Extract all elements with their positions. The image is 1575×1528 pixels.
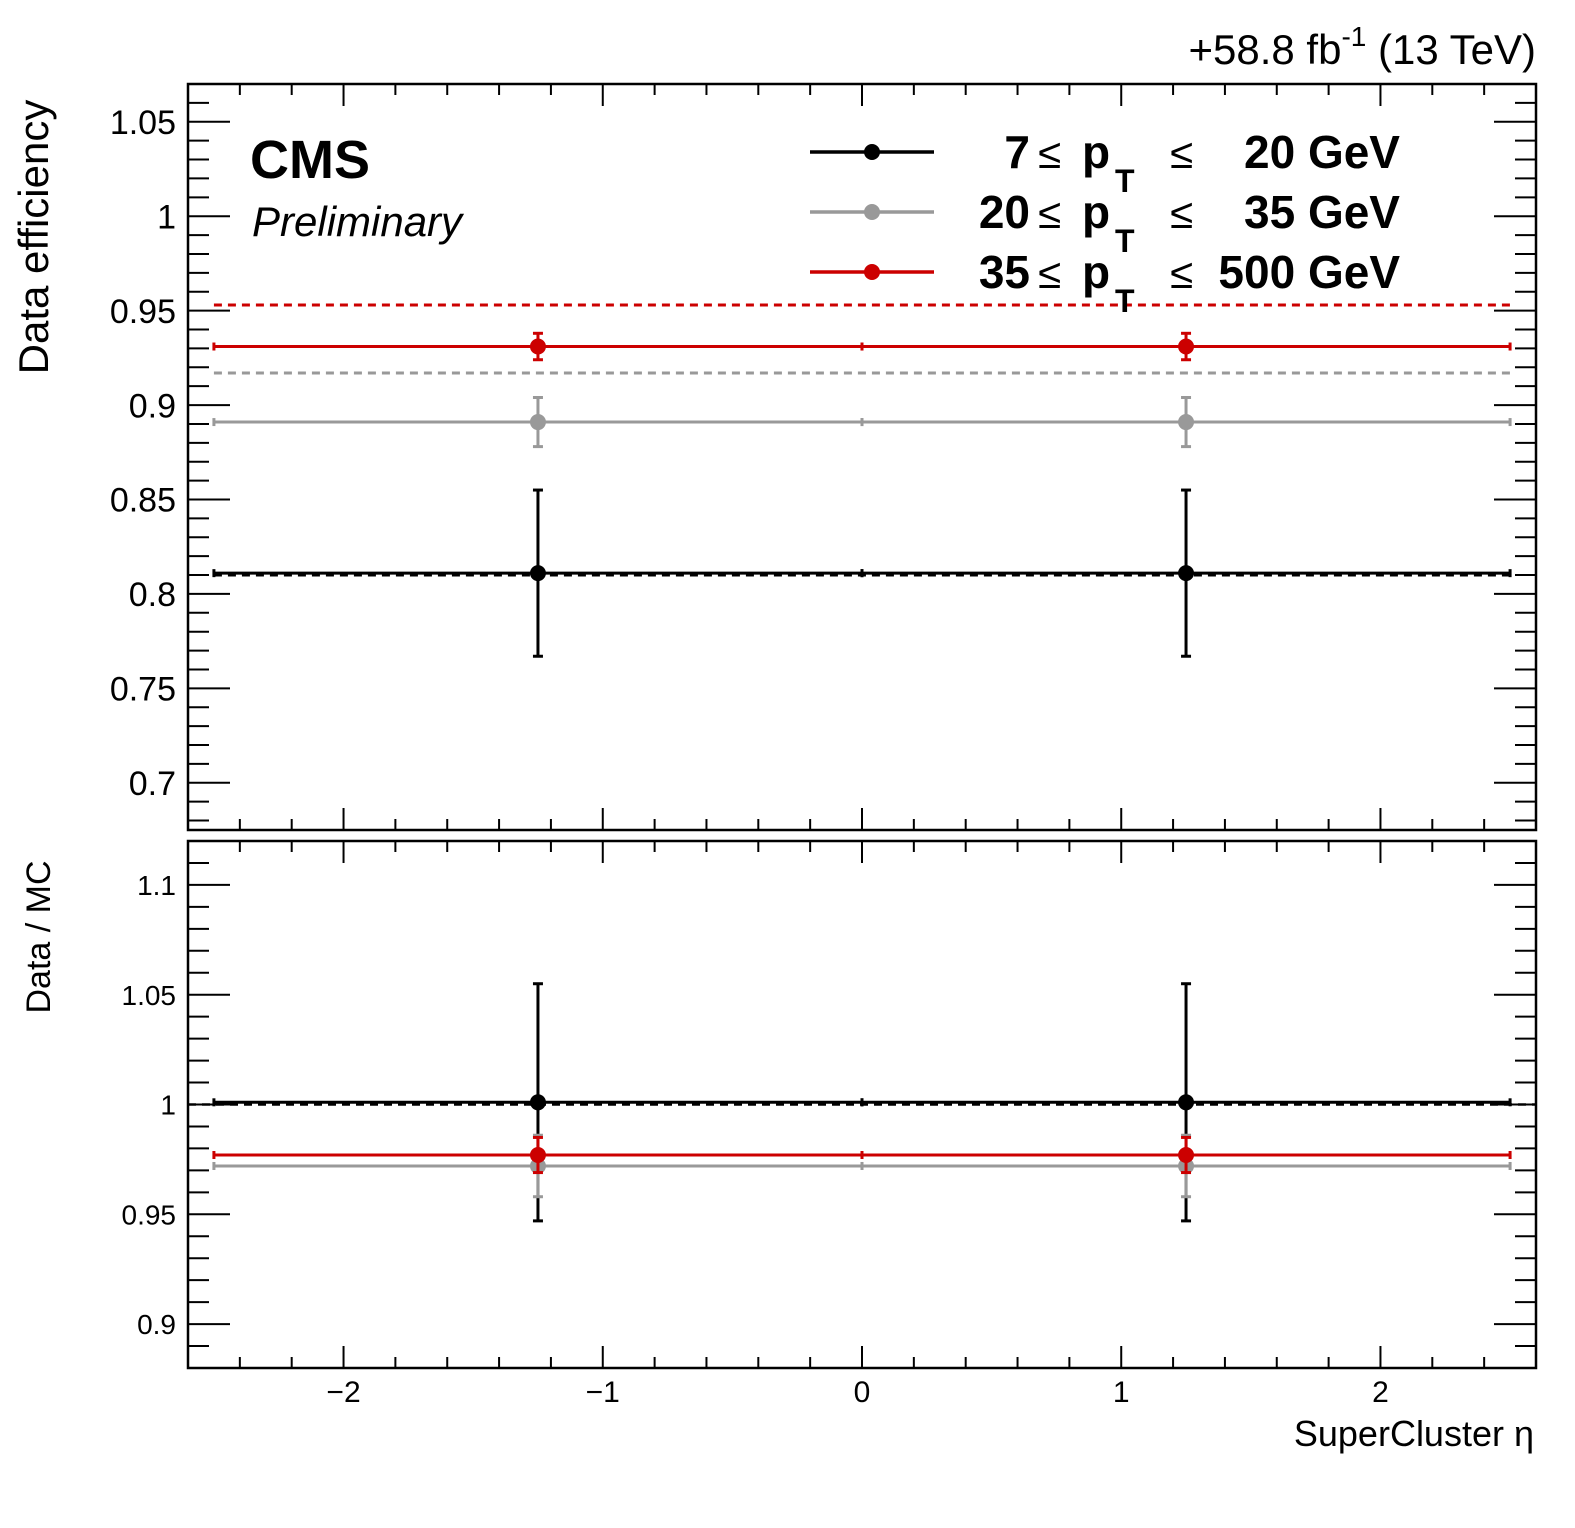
- top-panel-frame: [186, 82, 1538, 832]
- legend-entry: 20: [979, 186, 1030, 238]
- preliminary-label: Preliminary: [252, 198, 465, 245]
- x-tick-label: −2: [326, 1376, 360, 1409]
- y-tick-label: 1: [160, 1090, 176, 1121]
- x-tick-label: 1: [1113, 1376, 1130, 1409]
- data-point: [1178, 565, 1195, 582]
- legend-pt-symbol: p: [1082, 246, 1110, 298]
- legend-pt-symbol: p: [1082, 186, 1110, 238]
- y-tick-label: 0.85: [110, 482, 176, 520]
- bottom-y-axis-label: Data / MC: [20, 860, 58, 1013]
- y-tick-label: 0.8: [129, 576, 176, 614]
- y-tick-label: 1.05: [122, 980, 177, 1011]
- top-panel-ticks: 0.7 0.75 0.8 0.85 0.9 0.95 1 1.05: [110, 83, 1537, 830]
- y-tick-label: 0.9: [137, 1309, 176, 1340]
- legend-pt-subscript: T: [1115, 223, 1135, 259]
- legend-upper-bound: 500 GeV: [1218, 246, 1400, 298]
- data-point: [529, 1147, 546, 1164]
- legend-leq-symbol: ≤: [1038, 130, 1061, 177]
- top-panel-marks: [212, 331, 1512, 658]
- y-tick-label: 1: [157, 198, 176, 236]
- data-point: [1178, 338, 1195, 355]
- x-tick-label: −1: [586, 1376, 620, 1409]
- legend-lower-bound: 35: [979, 246, 1030, 298]
- top-y-axis-label: Data efficiency: [10, 100, 57, 375]
- legend-pt-subscript: T: [1115, 163, 1135, 199]
- x-tick-label: 0: [854, 1376, 871, 1409]
- lumi-label: +58.8 fb-1 (13 TeV): [1188, 21, 1536, 73]
- y-tick-label: 0.7: [129, 765, 176, 803]
- legend-entry: 7: [1004, 126, 1030, 178]
- legend-upper-bound: 20 GeV: [1244, 126, 1400, 178]
- data-point: [1178, 1094, 1195, 1111]
- y-tick-label: 0.95: [122, 1199, 177, 1230]
- legend-lower-bound: 7: [1004, 126, 1030, 178]
- legend-entry: 35: [979, 246, 1030, 298]
- legend-pt-symbol: p: [1082, 126, 1110, 178]
- data-point: [529, 338, 546, 355]
- y-tick-label: 0.9: [129, 387, 176, 425]
- data-point: [529, 1094, 546, 1111]
- bottom-panel-frame: [186, 839, 1538, 1370]
- legend-marker: [864, 264, 880, 280]
- x-tick-label: 2: [1372, 1376, 1389, 1409]
- legend-marker: [864, 204, 880, 220]
- bottom-panel-marks: [212, 982, 1512, 1223]
- data-point: [1178, 414, 1195, 431]
- y-tick-label: 0.95: [110, 293, 176, 331]
- lumi-prefix: +58.8 fb: [1188, 26, 1341, 73]
- y-tick-label: 1.05: [110, 104, 176, 142]
- legend-leq-symbol: ≤: [1170, 250, 1193, 297]
- data-point: [529, 414, 546, 431]
- x-axis-label: SuperCluster η: [1294, 1413, 1534, 1454]
- legend-leq-symbol: ≤: [1038, 250, 1061, 297]
- bottom-panel: 0.9 0.95 1 1.05 1.1 −2 −1 0 1 2 Data / MC SuperCl…: [20, 839, 1538, 1454]
- top-panel: 0.7 0.75 0.8 0.85 0.9 0.95 1 1.05 Data efficien…: [10, 82, 1538, 832]
- y-tick-label: 0.75: [110, 671, 176, 709]
- cms-label: CMS: [250, 130, 370, 190]
- legend-marker: [864, 144, 880, 160]
- legend-upper-bound: 35 GeV: [1244, 186, 1400, 238]
- legend-leq-symbol: ≤: [1170, 190, 1193, 237]
- data-point: [1178, 1147, 1195, 1164]
- legend-leq-symbol: ≤: [1038, 190, 1061, 237]
- y-tick-label: 1.1: [137, 870, 176, 901]
- legend-leq-symbol: ≤: [1170, 130, 1193, 177]
- data-point: [529, 565, 546, 582]
- lumi-exponent: -1: [1341, 21, 1366, 52]
- legend-pt-subscript: T: [1115, 283, 1135, 319]
- legend-lower-bound: 20: [979, 186, 1030, 238]
- bottom-panel-ticks: 0.9 0.95 1 1.05 1.1 −2 −1 0 1 2: [122, 840, 1537, 1409]
- energy-label: (13 TeV): [1366, 26, 1536, 73]
